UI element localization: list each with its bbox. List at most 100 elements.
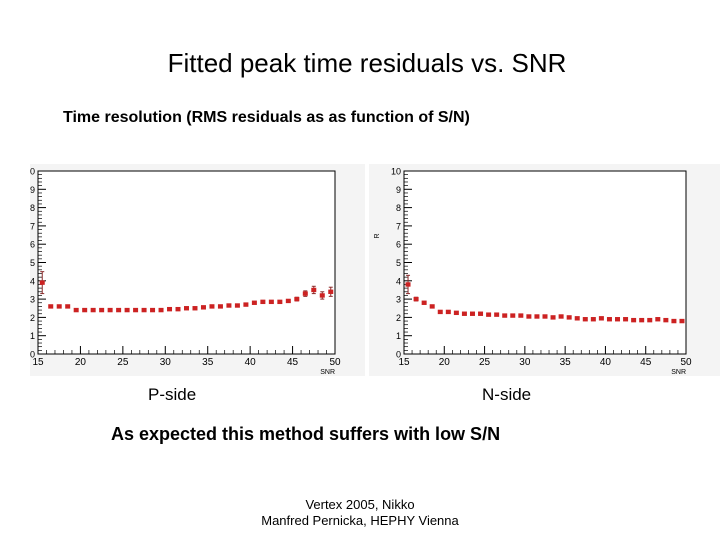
data-point [550,315,556,320]
data-point [116,307,122,313]
data-point [461,311,467,316]
data-point [192,306,198,311]
y-axis-label: R [374,233,381,238]
y-tick-label: 8 [396,203,401,213]
y-tick-label: 3 [30,295,35,305]
data-point [328,289,334,294]
data-point [453,310,459,316]
y-tick-label: 3 [396,295,401,305]
y-tick-label: 8 [30,203,35,213]
data-point [251,300,257,305]
data-point [184,306,189,311]
x-tick-label: 15 [398,357,410,368]
x-tick-label: 15 [32,357,44,368]
data-point [542,314,548,319]
x-tick-label: 20 [439,357,451,368]
data-point [590,317,596,322]
data-point [99,307,105,313]
y-tick-label: 4 [396,276,401,286]
y-tick-label: 0 [396,350,401,360]
x-tick-label: 50 [329,357,341,368]
data-point [268,299,274,305]
data-point [526,314,532,319]
y-tick-label: 5 [30,258,35,268]
data-point [90,307,96,313]
data-point [534,314,540,319]
data-point [582,317,588,322]
data-point [150,307,156,313]
x-tick-label: 30 [160,357,172,368]
x-tick-label: 20 [75,357,87,368]
x-tick-label: 30 [519,357,531,368]
data-point [478,311,484,316]
data-point [217,304,223,309]
x-tick-label: 35 [560,357,572,368]
footer-conference: Vertex 2005, Nikko [305,497,415,512]
y-tick-label: 5 [396,258,401,268]
data-point [598,316,604,321]
data-point [631,317,637,323]
plot-frame [403,170,687,355]
data-point [285,298,291,304]
x-axis-label: SNR [671,369,686,376]
y-tick-label: 9 [396,185,401,195]
data-point [437,309,443,315]
footer-author: Manfred Pernicka, HEPHY Vienna [261,513,459,528]
data-point [510,313,516,318]
data-point [405,282,411,287]
data-point [200,305,206,310]
y-tick-label: 7 [396,221,401,231]
data-point [209,304,215,309]
data-point [566,315,572,320]
data-point [486,312,492,317]
data-point [175,306,181,312]
data-point [133,307,139,313]
y-tick-label: 4 [30,276,35,286]
y-tick-label: 9 [30,185,35,195]
data-point [82,307,88,313]
x-tick-label: 25 [117,357,129,368]
data-point [48,304,54,309]
x-tick-label: 25 [479,357,491,368]
y-tick-label: 6 [30,240,35,250]
data-point [413,296,419,302]
data-point [445,309,451,315]
data-point [639,317,645,323]
data-point [56,304,62,309]
data-point [311,287,317,293]
x-tick-label: 45 [640,357,652,368]
slide-subtitle: Time resolution (RMS residuals as as fun… [63,109,470,126]
x-tick-label: 45 [287,357,299,368]
y-tick-label: 1 [30,331,35,341]
data-point [158,307,164,313]
data-point [518,313,524,318]
data-point [243,302,249,307]
plot-frame [37,170,336,355]
y-tick-label: 6 [396,240,401,250]
y-tick-label: 2 [30,313,35,323]
y-tick-label: 7 [30,221,35,231]
data-point [107,307,113,313]
data-point [277,299,283,305]
data-point [606,317,612,322]
data-point [429,304,435,309]
data-point [141,307,147,313]
data-point [39,280,45,285]
conclusion-text: As expected this method suffers with low… [111,424,501,444]
data-point [679,318,685,324]
data-point [421,300,427,305]
data-point [655,317,661,322]
data-point [647,317,653,323]
data-point [494,312,500,317]
x-tick-label: 40 [245,357,257,368]
data-point [302,291,308,296]
data-point [260,299,266,305]
data-point [65,304,71,309]
data-point [558,314,564,319]
slide-title: Fitted peak time residuals vs. SNR [167,48,567,78]
data-point [663,317,669,323]
data-point [234,303,240,308]
y-tick-label: 10 [30,167,35,177]
